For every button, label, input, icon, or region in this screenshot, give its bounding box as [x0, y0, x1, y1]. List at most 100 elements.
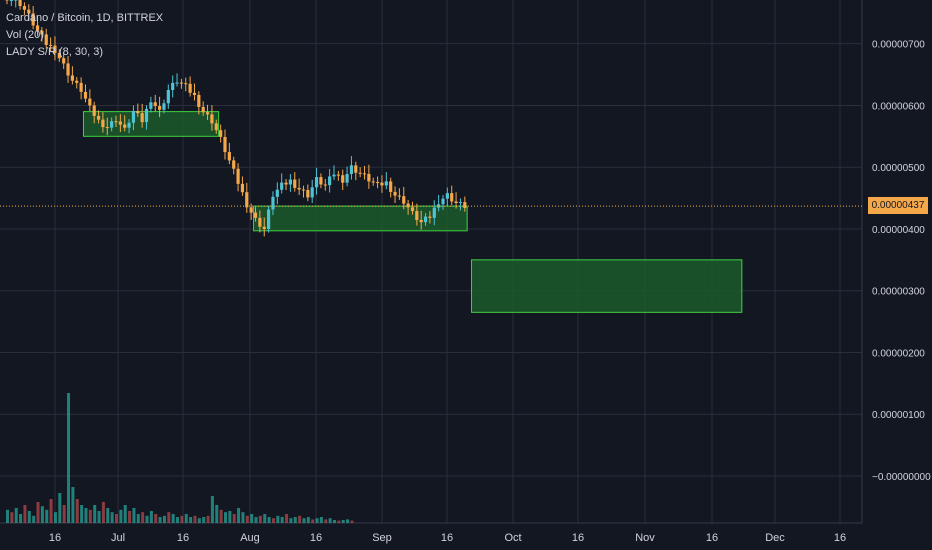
candle-body: [463, 202, 467, 208]
candle-body: [27, 9, 31, 14]
volume-bar: [210, 496, 214, 523]
volume-bar: [263, 514, 267, 523]
volume-bar: [132, 508, 136, 523]
x-tick-label: 16: [177, 532, 189, 544]
candle-body: [205, 112, 210, 115]
candle-body: [153, 102, 157, 107]
volume-bar: [271, 518, 275, 523]
candle-body: [362, 173, 367, 175]
volume-bar: [250, 514, 254, 523]
volume-bar: [162, 515, 166, 523]
sr-zone: [253, 205, 468, 232]
candle-body: [149, 102, 153, 109]
x-tick-label: Oct: [504, 532, 521, 544]
candle-body: [197, 94, 201, 107]
candle-body: [323, 184, 327, 186]
volume-bar: [224, 512, 227, 523]
candle-body: [332, 174, 336, 177]
volume-bar: [110, 512, 114, 523]
candle-body: [293, 179, 297, 188]
volume-bar: [350, 520, 354, 523]
candle-body: [44, 34, 48, 45]
candle-body: [201, 106, 205, 113]
volume-bar: [141, 512, 145, 523]
candle-body: [319, 177, 323, 185]
candle-body: [328, 176, 332, 186]
volume-bar: [62, 505, 66, 523]
candle-body: [258, 217, 262, 227]
candle-body: [79, 82, 83, 92]
candle-body: [240, 183, 245, 193]
candle-body: [267, 209, 271, 229]
volume-bar: [311, 519, 315, 523]
x-tick-label: Jul: [111, 532, 125, 544]
candle-body: [458, 202, 463, 204]
candle-body: [454, 201, 458, 204]
volume-bar: [202, 517, 206, 523]
candle-body: [415, 211, 419, 221]
volume-bar: [149, 511, 153, 523]
candle-body: [9, 0, 13, 2]
candle-body: [219, 130, 223, 137]
candle-body: [162, 103, 166, 110]
legend-symbol[interactable]: Cardano / Bitcoin, 1D, BITTREX: [6, 12, 164, 24]
x-tick-label: Nov: [635, 532, 655, 544]
volume-bar: [189, 517, 193, 523]
x-tick-label: 16: [49, 532, 61, 544]
volume-bar: [27, 511, 31, 523]
volume-bar: [180, 515, 184, 523]
sr-zone: [471, 259, 743, 313]
candle-body: [171, 82, 175, 90]
candle-body: [345, 173, 349, 183]
volume-bar: [337, 520, 341, 523]
x-tick-label: 16: [310, 532, 322, 544]
volume-bar: [80, 505, 84, 523]
candle-body: [214, 123, 218, 131]
candle-body: [310, 187, 314, 198]
candle-body: [367, 173, 371, 182]
volume-bar: [32, 515, 36, 523]
volume-bar: [136, 514, 140, 523]
candle-body: [53, 45, 57, 53]
volume-bar: [58, 493, 62, 523]
volume-bar: [276, 515, 280, 523]
volume-bar: [106, 508, 110, 523]
volume-bar: [193, 515, 197, 523]
volume-bar: [245, 515, 249, 523]
candle-body: [175, 82, 179, 84]
candle-body: [393, 191, 397, 196]
candle-body: [271, 196, 275, 210]
candle-body: [110, 121, 114, 128]
y-tick-label: 0.00000600: [872, 101, 925, 112]
y-tick-label: −0.00000000: [872, 472, 931, 483]
volume-bar: [75, 499, 79, 523]
candle-body: [445, 193, 449, 199]
candle-body: [140, 113, 144, 123]
volume-bar: [293, 517, 297, 523]
candle-body: [406, 203, 410, 208]
volume-bar: [145, 515, 149, 523]
candle-body: [83, 91, 88, 99]
candle-body: [236, 168, 240, 184]
volume-bar: [167, 512, 171, 523]
candle-body: [127, 122, 131, 128]
x-tick-label: 16: [441, 532, 453, 544]
candle-body: [397, 195, 401, 197]
candle-body: [158, 106, 162, 110]
candle-body: [114, 121, 118, 123]
legend-indicator[interactable]: LADY S/R (8, 30, 3): [6, 46, 104, 58]
volume-bar: [71, 487, 75, 523]
y-tick-label: 0.00000100: [872, 410, 925, 421]
volume-bar: [328, 518, 332, 523]
volume-bar: [84, 508, 88, 523]
candle-body: [49, 44, 53, 46]
volume-bar: [285, 514, 289, 523]
volume-bar: [333, 520, 336, 523]
candle-body: [432, 207, 436, 218]
legend-volume[interactable]: Vol (20): [6, 29, 44, 41]
volume-bar: [215, 505, 219, 523]
y-tick-label: 0.00000400: [872, 225, 925, 236]
y-tick-label: 0.00000200: [872, 348, 925, 359]
volume-bar: [6, 509, 9, 523]
